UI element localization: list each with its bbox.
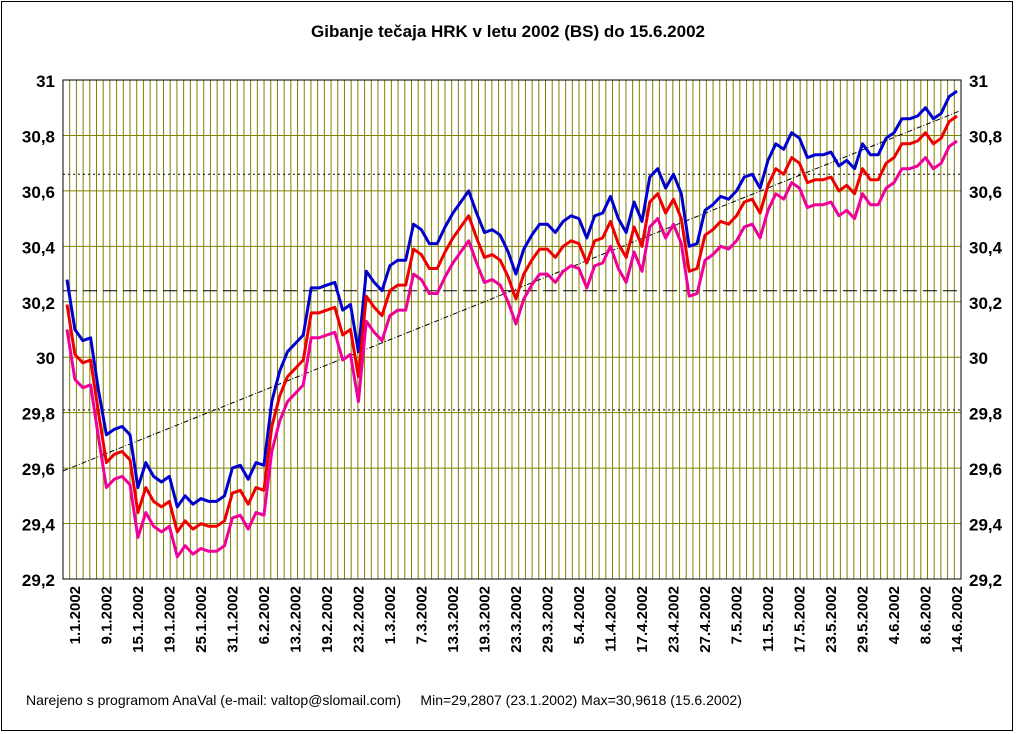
x-tick-label: 23.4.2002 xyxy=(666,586,683,653)
y-tick-label-right: 31 xyxy=(969,72,988,91)
x-tick-label: 29.5.2002 xyxy=(855,586,872,653)
x-tick-label: 5.4.2002 xyxy=(571,586,588,644)
x-tick-label: 11.5.2002 xyxy=(760,586,777,652)
y-tick-label-left: 29,4 xyxy=(22,516,56,535)
y-tick-label-right: 30 xyxy=(969,349,988,368)
x-tick-label: 25.1.2002 xyxy=(193,586,210,653)
chart-title: Gibanje tečaja HRK v letu 2002 (BS) do 1… xyxy=(311,22,705,41)
x-tick-label: 19.2.2002 xyxy=(319,586,336,653)
y-tick-label-right: 30,8 xyxy=(969,127,1002,146)
y-tick-label-right: 29,6 xyxy=(969,460,1002,479)
y-tick-label-right: 30,6 xyxy=(969,183,1002,202)
x-tick-label: 8.6.2002 xyxy=(918,586,935,644)
x-tick-label: 7.3.2002 xyxy=(414,586,431,644)
x-tick-label: 9.1.2002 xyxy=(99,586,116,644)
x-tick-label: 1.1.2002 xyxy=(67,586,84,644)
y-tick-label-left: 29,6 xyxy=(22,460,55,479)
x-tick-label: 19.3.2002 xyxy=(477,586,494,653)
x-tick-label: 27.4.2002 xyxy=(697,586,714,653)
y-tick-label-left: 30,4 xyxy=(22,238,56,257)
y-tick-label-right: 29,4 xyxy=(969,516,1003,535)
x-tick-label: 7.5.2002 xyxy=(729,586,746,644)
x-tick-label: 19.1.2002 xyxy=(162,586,179,653)
y-tick-label-left: 31 xyxy=(36,72,55,91)
x-tick-label: 15.1.2002 xyxy=(130,586,147,653)
series-line-3 xyxy=(65,139,958,559)
x-tick-label: 23.5.2002 xyxy=(823,586,840,653)
x-tick-label: 13.2.2002 xyxy=(288,586,305,653)
x-tick-label: 4.6.2002 xyxy=(886,586,903,644)
x-tick-label: 17.4.2002 xyxy=(634,586,651,653)
y-tick-label-left: 30,2 xyxy=(22,294,55,313)
y-tick-label-left: 29,8 xyxy=(22,405,55,424)
footer-note: Narejeno s programom AnaVal (e-mail: val… xyxy=(26,692,742,708)
y-tick-label-right: 29,8 xyxy=(969,405,1002,424)
y-tick-label-left: 30,8 xyxy=(22,127,55,146)
x-tick-label: 31.1.2002 xyxy=(225,586,242,653)
y-tick-label-left: 29,2 xyxy=(22,571,55,590)
y-tick-label-right: 30,4 xyxy=(969,238,1003,257)
x-tick-label: 14.6.2002 xyxy=(949,586,966,653)
x-tick-label: 13.3.2002 xyxy=(445,586,462,653)
series-line-2 xyxy=(65,114,958,534)
series-line-1 xyxy=(65,89,958,509)
y-tick-label-right: 30,2 xyxy=(969,294,1002,313)
x-tick-label: 29.3.2002 xyxy=(540,586,557,653)
x-tick-label: 23.3.2002 xyxy=(508,586,525,653)
x-tick-label: 23.2.2002 xyxy=(351,586,368,653)
x-tick-label: 11.4.2002 xyxy=(603,586,620,652)
x-tick-label: 6.2.2002 xyxy=(256,586,273,644)
y-tick-label-left: 30 xyxy=(36,349,55,368)
y-tick-label-left: 30,6 xyxy=(22,183,55,202)
y-tick-label-right: 29,2 xyxy=(969,571,1002,590)
x-tick-label: 1.3.2002 xyxy=(382,586,399,644)
plot-border xyxy=(62,79,962,580)
x-tick-label: 17.5.2002 xyxy=(792,586,809,653)
